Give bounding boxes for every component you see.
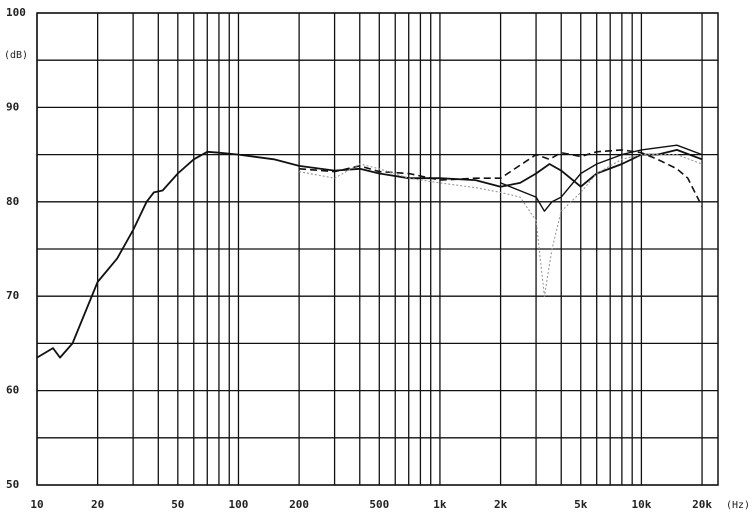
x-unit: (Hz) [726, 500, 750, 511]
x-tick-label: 50 [171, 498, 184, 511]
response-curve [299, 149, 703, 207]
x-tick-label: 10 [30, 498, 43, 511]
x-tick-label: 5k [574, 498, 588, 511]
x-tick-label: 1k [433, 498, 447, 511]
y-tick-label: 70 [6, 289, 19, 302]
y-tick-label: 100 [6, 6, 26, 19]
x-tick-label: 20k [692, 498, 712, 511]
response-curve [500, 144, 703, 212]
x-tick-label: 200 [289, 498, 309, 511]
y-tick-label: 60 [6, 384, 19, 397]
x-tick-label: 2k [494, 498, 508, 511]
y-tick-label: 80 [6, 195, 19, 208]
y-tick-label: 50 [6, 478, 19, 491]
y-tick-label: 90 [6, 100, 19, 113]
response-curve [298, 154, 703, 297]
x-tick-label: 100 [229, 498, 249, 511]
x-tick-label: 20 [91, 498, 104, 511]
y-unit: (dB) [4, 50, 28, 61]
x-tick-label: 10k [631, 498, 651, 511]
x-tick-label: 500 [369, 498, 389, 511]
response-curve [36, 148, 703, 359]
plot-frame [36, 12, 719, 486]
